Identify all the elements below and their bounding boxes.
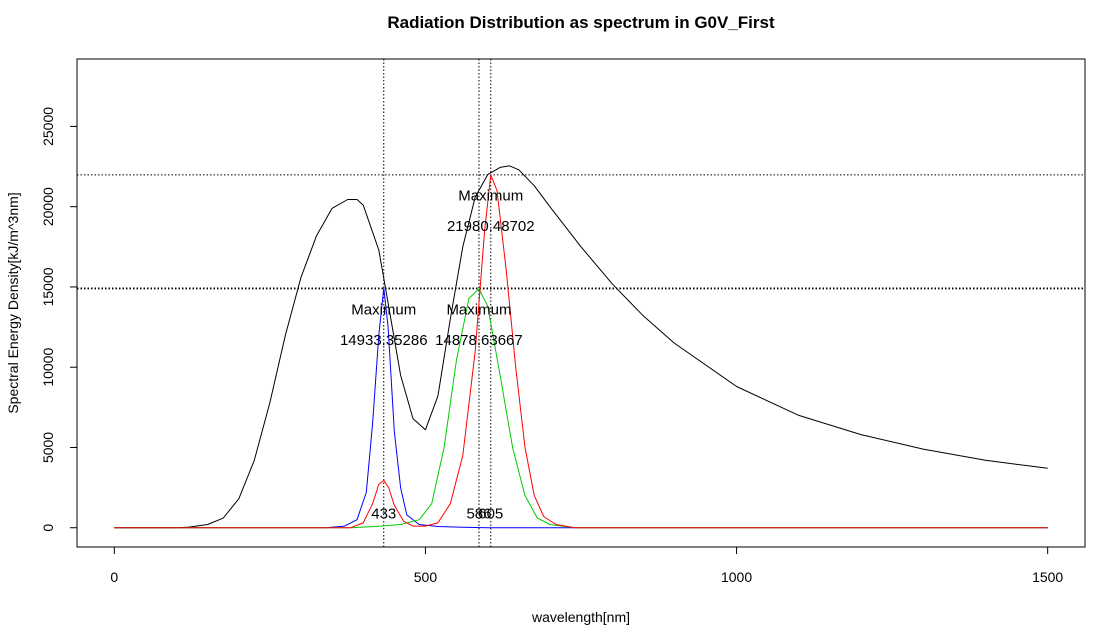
- x-tick-label: 1000: [721, 569, 752, 585]
- peak-label: Maximum: [458, 187, 523, 204]
- y-tick-label: 5000: [40, 432, 56, 463]
- y-axis: 0 5000 10000 15000 20000 25000: [40, 107, 78, 532]
- peak-value: 14878.63667: [435, 332, 523, 349]
- y-tick-label: 15000: [40, 267, 56, 306]
- peak-wavelength-label: 433: [371, 505, 396, 522]
- plot-frame: [76, 58, 1086, 548]
- x-tick-label: 500: [414, 569, 438, 585]
- x-tick-label: 0: [110, 569, 118, 585]
- y-tick-label: 0: [40, 524, 56, 532]
- peak-wavelength-label: 605: [478, 505, 503, 522]
- series-line: [114, 287, 1048, 529]
- series-line: [114, 165, 1048, 529]
- peak-label: Maximum: [351, 301, 416, 318]
- peak-wavelength-label: 586: [466, 505, 491, 522]
- y-tick-label: 20000: [40, 187, 56, 226]
- x-axis-label: wavelength[nm]: [531, 609, 630, 625]
- series-line: [114, 288, 1048, 529]
- series-lines: [114, 165, 1048, 529]
- reference-lines: [77, 59, 1085, 547]
- y-tick-label: 10000: [40, 348, 56, 387]
- y-axis-label: Spectral Energy Density[kJ/m^3nm]: [5, 192, 21, 413]
- chart-title: Radiation Distribution as spectrum in G0…: [387, 13, 775, 32]
- peak-label: Maximum: [446, 301, 511, 318]
- series-line: [114, 174, 1048, 529]
- x-axis: 0 500 1000 1500: [110, 546, 1063, 585]
- x-tick-label: 1500: [1032, 569, 1063, 585]
- peak-value: 21980.48702: [447, 218, 535, 235]
- peak-annotations: Maximum 14933.35286 Maximum 14878.63667 Maxi…: [340, 187, 535, 522]
- peak-value: 14933.35286: [340, 332, 428, 349]
- y-tick-label: 25000: [40, 107, 56, 146]
